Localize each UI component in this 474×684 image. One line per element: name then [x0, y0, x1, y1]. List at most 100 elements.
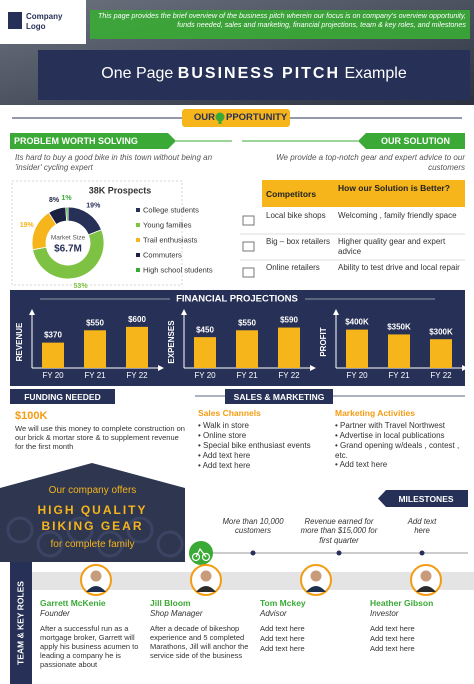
row-icon: [242, 267, 255, 278]
solution-pill: [358, 133, 465, 149]
banner-text: HIGH QUALITY: [37, 503, 148, 517]
member-bio: Add text here: [370, 634, 415, 643]
bulb-icon: [215, 112, 225, 122]
member-bio: Add text here: [370, 644, 415, 653]
solution-text: We provide a top-notch gear and expert a…: [276, 153, 465, 172]
overview-box: [90, 10, 470, 39]
gear-pattern: [96, 530, 124, 558]
axis-label: EXPENSES: [167, 320, 176, 364]
avatar-head: [420, 570, 432, 582]
overview-text: This page provides the brief overview of…: [98, 11, 466, 29]
table-header: Competitors: [266, 189, 317, 199]
avatar-body: [416, 586, 436, 592]
legend-swatch: [136, 253, 140, 257]
member-role: Founder: [40, 609, 70, 618]
data-label: $370: [44, 331, 62, 340]
member-name: Heather Gibson: [370, 598, 434, 608]
table-header-bg: [262, 180, 465, 207]
list-item: Special bike enthusiast events: [198, 441, 330, 451]
gear-pattern: [156, 530, 184, 558]
legend-swatch: [136, 268, 140, 272]
bar: [84, 330, 106, 368]
bike-wheel: [191, 552, 201, 562]
legend-label: Young families: [143, 220, 192, 229]
legend-swatch: [136, 238, 140, 242]
bar: [430, 339, 452, 368]
legend-swatch: [136, 223, 140, 227]
title-band: [38, 50, 470, 100]
avatar-body: [86, 586, 106, 592]
list-item: Online store: [198, 431, 330, 441]
list-item: Grand opening w/deals , contest , etc.: [335, 441, 467, 460]
member-bio: Add text here: [260, 644, 305, 653]
milestone-dot: [419, 550, 425, 556]
problem-text: Its hard to buy a good bike in this town…: [15, 153, 213, 172]
x-tick-label: FY 20: [194, 371, 216, 380]
milestone-dot: [250, 550, 256, 556]
funding-text: We will use this money to complete const…: [15, 424, 185, 451]
donut-slice: [67, 206, 102, 236]
list-item: Add text here: [198, 451, 330, 461]
axis-label: REVENUE: [15, 322, 24, 361]
member-role: Shop Manager: [150, 609, 203, 618]
funding-heading: FUNDING NEEDED: [24, 392, 101, 402]
milestone-text: Add text here: [407, 517, 437, 536]
table-cell: Big – box retailers: [266, 237, 331, 246]
list-item: Add text here: [198, 461, 330, 471]
avatar-head: [310, 570, 322, 582]
axis-arrow: [333, 309, 339, 315]
member-name: Jill Bloom: [150, 598, 191, 608]
milestone-text: Revenue earned for more than $15,000 for…: [300, 517, 378, 545]
member-bio: After a successful run as a mortgage bro…: [40, 624, 139, 669]
bar: [346, 329, 368, 368]
member-name: Garrett McKenie: [40, 598, 106, 608]
x-tick-label: FY 21: [236, 371, 258, 380]
avatar-body: [306, 586, 326, 592]
prospects-box: [11, 180, 183, 286]
title-suffix: Example: [344, 65, 407, 82]
team-heading: TEAM & KEY ROLES: [15, 581, 25, 665]
x-tick-label: FY 22: [278, 371, 300, 380]
axis-arrow: [29, 309, 35, 315]
gear-pattern: [126, 516, 154, 544]
donut-slice: [32, 229, 105, 280]
avatar-body: [196, 586, 216, 592]
member-name: Tom Mckey: [260, 598, 306, 608]
center-value: $6.7M: [54, 244, 82, 255]
axis-arrow: [310, 365, 316, 371]
funding-amount: $100K: [15, 410, 48, 422]
logo-text: Company Logo: [26, 12, 63, 31]
table-cell: Ability to test drive and local repair: [338, 263, 460, 272]
data-label: $400K: [345, 318, 369, 327]
data-label: $450: [196, 325, 214, 334]
x-tick-label: FY 22: [126, 371, 148, 380]
list-item: Walk in store: [198, 421, 330, 431]
data-label: $550: [86, 318, 104, 327]
sales-pill: [225, 389, 333, 404]
banner-text: Our company offers: [48, 485, 137, 496]
bar: [236, 330, 258, 368]
avatar-head: [90, 570, 102, 582]
data-label: $600: [128, 315, 146, 324]
data-label: 8%: [49, 197, 60, 204]
team-band: [10, 562, 32, 684]
data-label: $550: [238, 318, 256, 327]
bar: [388, 334, 410, 368]
axis-label: PROFIT: [319, 327, 328, 356]
legend-label: Trail enthusiasts: [143, 235, 198, 244]
axis-arrow: [181, 309, 187, 315]
funding-pill: [10, 389, 115, 404]
logo-icon: [8, 12, 22, 29]
member-role: Investor: [370, 609, 399, 618]
opportunity-before: OUR: [193, 112, 215, 123]
bike-wheel: [201, 552, 211, 562]
bar: [42, 342, 64, 368]
milestone-text: More than 10,000 customers: [222, 517, 284, 536]
member-bio: Add text here: [370, 624, 415, 633]
member-bio: Add text here: [260, 624, 305, 633]
gear-pattern: [66, 516, 94, 544]
bulb-base: [218, 121, 222, 124]
data-label: $590: [280, 316, 298, 325]
